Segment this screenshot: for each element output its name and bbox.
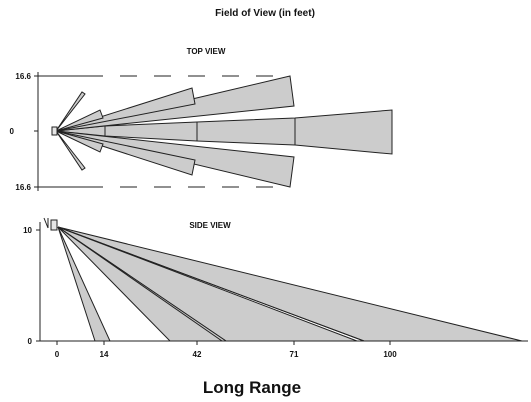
top-tick-center: 0 <box>10 127 15 136</box>
top-tick-upper: 16.6 <box>15 72 31 81</box>
side-zone-near <box>57 226 111 342</box>
x-tick-71: 71 <box>290 350 299 359</box>
lower-look-down <box>55 130 86 171</box>
side-tick-10: 10 <box>23 226 32 235</box>
diagram-caption: Long Range <box>203 378 301 397</box>
side-view-panel: SIDE VIEW 10 0 0 14 42 71 100 <box>23 217 528 359</box>
x-tick-100: 100 <box>383 350 397 359</box>
sensor-top-icon <box>51 126 58 136</box>
lower-short-zone <box>55 130 104 153</box>
center-zone-long <box>55 109 393 155</box>
x-tick-42: 42 <box>193 350 202 359</box>
side-zone-mid <box>57 226 228 342</box>
side-tick-0: 0 <box>28 337 33 346</box>
upper-short-zone <box>55 109 104 132</box>
x-tick-0: 0 <box>55 350 60 359</box>
top-tick-lower: 16.6 <box>15 183 31 192</box>
diagram-title: Field of View (in feet) <box>215 8 315 19</box>
top-view-label: TOP VIEW <box>187 47 226 56</box>
upper-look-down <box>55 91 86 132</box>
x-tick-14: 14 <box>100 350 109 359</box>
side-view-label: SIDE VIEW <box>189 221 231 230</box>
top-view-panel: TOP VIEW 16.6 0 16.6 <box>10 47 393 192</box>
sensor-side-icon <box>43 217 58 231</box>
